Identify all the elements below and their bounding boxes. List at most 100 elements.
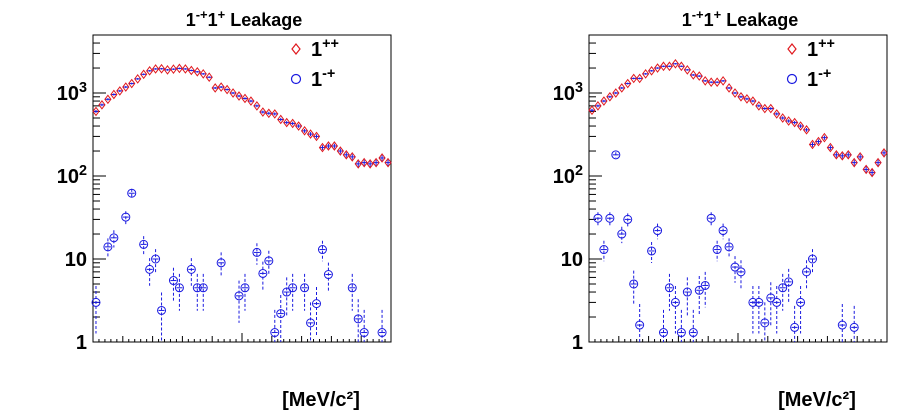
data-point-1mp — [653, 226, 663, 236]
data-point-1mp — [808, 254, 817, 264]
chart-title-part: + — [218, 7, 226, 22]
data-point-1pp — [606, 91, 614, 102]
chart-title-part: Leakage — [225, 10, 302, 30]
data-point-1mp — [736, 267, 746, 277]
data-point-1pp — [187, 65, 195, 76]
data-point-1pp — [731, 88, 739, 98]
data-point-1pp — [785, 116, 793, 126]
data-point-1pp — [844, 149, 852, 160]
y-tick-label: 10 — [561, 249, 583, 271]
data-point-1pp — [856, 152, 864, 162]
data-point-1pp — [229, 88, 237, 98]
data-point-1pp — [330, 141, 339, 151]
data-point-1pp — [145, 66, 154, 76]
data-point-1pp — [743, 94, 751, 104]
data-point-1pp — [838, 151, 846, 161]
data-point-1pp — [796, 121, 805, 131]
legend-entry-part: ++ — [818, 36, 835, 52]
data-point-1pp — [199, 69, 207, 79]
data-point-1mp — [605, 213, 615, 223]
data-point-1pp — [312, 131, 321, 142]
data-point-1pp — [336, 146, 344, 156]
data-point-1pp — [110, 89, 118, 100]
chart-title-part: 1 — [704, 10, 714, 30]
data-point-1mp — [647, 246, 657, 256]
data-point-1pp — [647, 66, 656, 76]
data-point-1pp — [713, 77, 721, 88]
data-point-1mp — [300, 283, 310, 293]
data-point-1mp — [186, 264, 196, 274]
data-point-1mp — [288, 283, 298, 293]
data-point-1mp — [377, 328, 387, 338]
data-point-1mp — [234, 291, 244, 301]
data-point-1mp — [784, 277, 794, 287]
data-point-1pp — [701, 76, 709, 86]
data-point-1mp — [276, 309, 286, 319]
data-point-1mp — [659, 328, 668, 338]
data-point-1mp — [772, 297, 782, 307]
data-point-1mp — [198, 283, 208, 293]
data-point-1mp — [676, 328, 686, 338]
data-point-1mp — [754, 297, 764, 307]
data-point-1mp — [617, 229, 627, 239]
data-point-1mp — [837, 320, 847, 330]
y-tick-label-part: 2 — [575, 163, 583, 179]
data-point-1mp — [240, 283, 250, 293]
data-point-1mp — [688, 328, 698, 338]
legend-entry-part: 1 — [807, 39, 818, 61]
y-tick-label-part: 1 — [76, 332, 87, 354]
data-point-1mp — [796, 297, 806, 307]
data-point-1pp — [259, 107, 267, 117]
legend-marker-1mp — [290, 73, 302, 85]
data-point-1pp — [140, 69, 148, 80]
data-point-1pp — [600, 96, 608, 106]
chart-title-part: 1 — [208, 10, 218, 30]
data-point-1mp — [593, 213, 603, 223]
data-point-1mp — [121, 212, 131, 222]
y-tick-label-part: 10 — [553, 83, 575, 105]
data-point-1pp — [725, 83, 733, 93]
data-point-1pp — [641, 69, 650, 79]
data-point-1pp — [318, 142, 327, 153]
data-point-1pp — [283, 117, 291, 128]
data-point-1pp — [862, 164, 870, 175]
data-point-1pp — [134, 74, 142, 84]
data-point-1pp — [289, 118, 297, 129]
data-point-1pp — [175, 63, 184, 74]
data-point-1pp — [808, 139, 817, 150]
y-tick-label-part: 2 — [79, 163, 87, 179]
data-point-1mp — [258, 268, 268, 278]
data-point-1pp — [689, 70, 697, 80]
data-point-1mp — [103, 242, 113, 252]
data-point-1mp — [682, 287, 692, 297]
data-point-1pp — [665, 61, 674, 72]
data-point-1mp — [778, 283, 788, 293]
data-point-1pp — [695, 71, 703, 81]
data-point-1pp — [300, 126, 309, 136]
data-point-1pp — [594, 101, 602, 111]
data-point-1pp — [826, 142, 835, 153]
data-point-1mp — [252, 247, 262, 257]
chart-title: 1-+1+ Leakage — [186, 7, 303, 31]
y-tick-label-part: 10 — [65, 249, 87, 271]
data-point-1pp — [366, 159, 374, 169]
x-axis-unit: [MeV/c²] — [778, 389, 856, 411]
data-point-1pp — [193, 66, 201, 77]
data-point-1pp — [624, 78, 632, 89]
data-point-1pp — [636, 73, 644, 84]
chart-title: 1-+1+ Leakage — [682, 7, 799, 31]
data-point-1pp — [205, 72, 213, 83]
legend-entry-part: 1 — [311, 39, 322, 61]
legend-marker-1mp — [786, 73, 798, 85]
data-point-1mp — [724, 242, 734, 252]
legend-entry: 1++ — [807, 36, 835, 61]
data-point-1mp — [718, 226, 728, 236]
data-point-1pp — [247, 96, 255, 106]
data-point-1pp — [653, 63, 662, 73]
data-point-1pp — [378, 153, 386, 163]
data-point-1pp — [850, 157, 858, 168]
data-point-1pp — [832, 149, 840, 160]
y-tick-label: 103 — [57, 80, 87, 105]
data-point-1mp — [157, 305, 167, 315]
